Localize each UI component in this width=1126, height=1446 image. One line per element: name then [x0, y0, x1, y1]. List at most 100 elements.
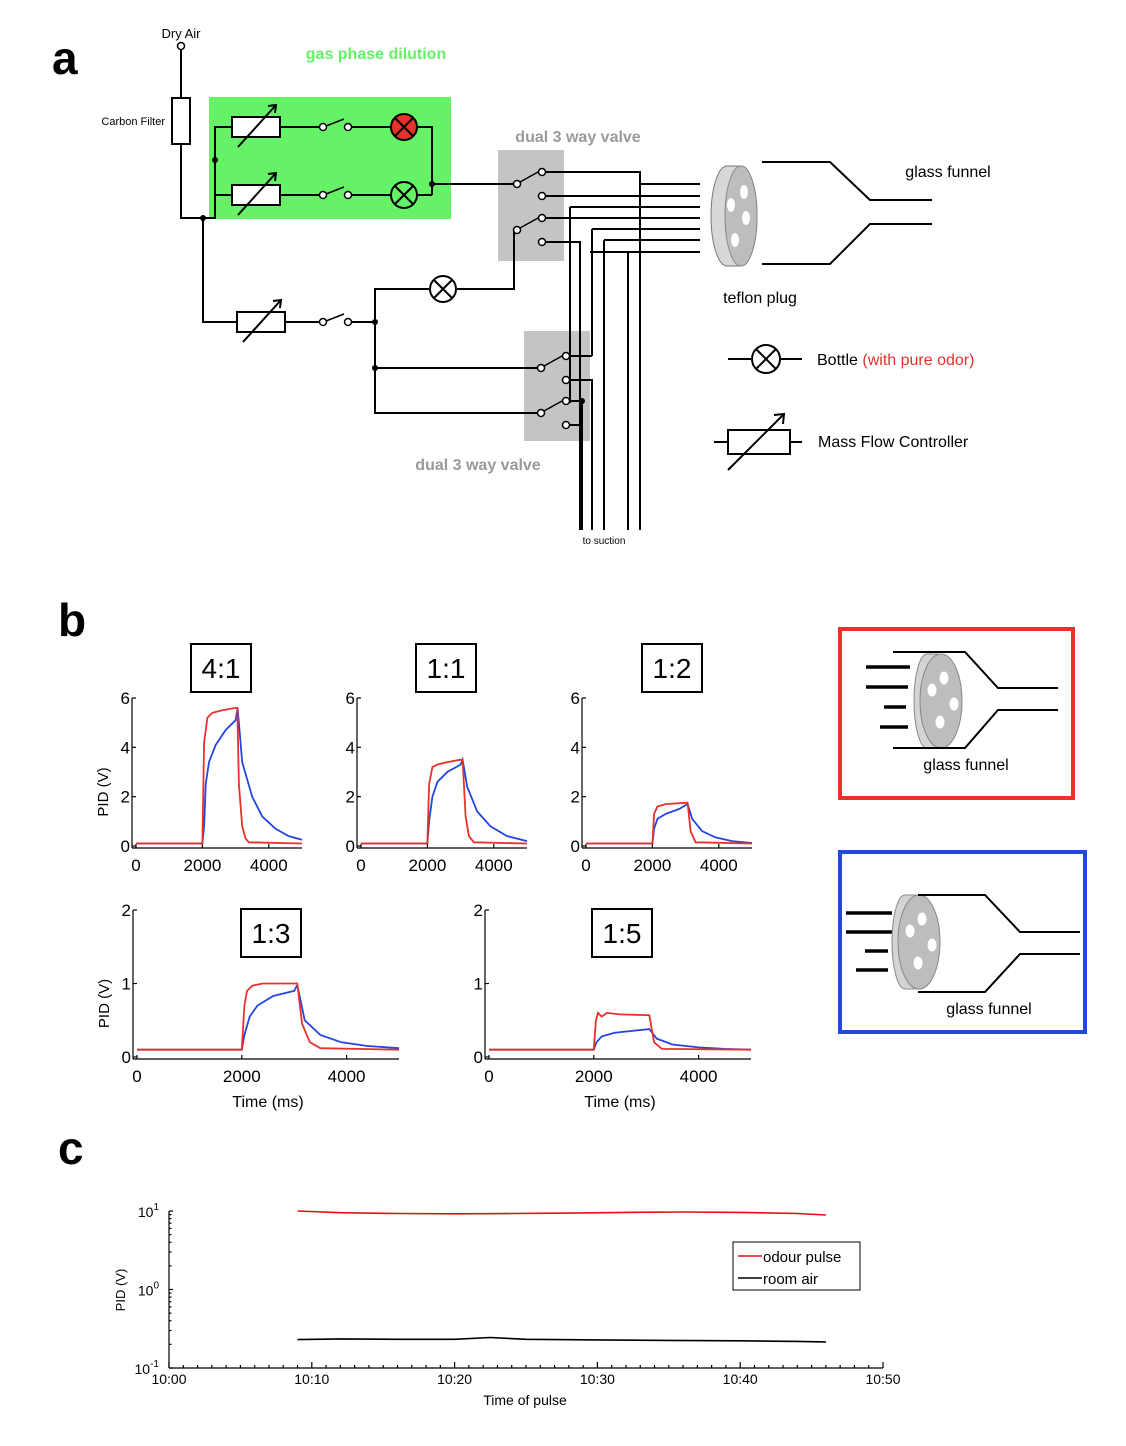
x-tick-label: 10:30	[580, 1371, 615, 1387]
chart-title: 1:3	[252, 918, 291, 949]
y-tick-label: 2	[121, 788, 130, 807]
bottle-icon	[429, 275, 457, 303]
x-tick-label: 10:20	[437, 1371, 472, 1387]
y-tick-label: 0	[571, 837, 580, 856]
chart-title: 1:1	[427, 653, 466, 684]
chart-title-box	[190, 643, 252, 693]
y-tick-label: 0	[346, 837, 355, 856]
carbon-filter-label: Carbon Filter	[101, 116, 165, 128]
bottle-icon	[390, 181, 418, 209]
series-line-red	[137, 982, 400, 1051]
x-tick-label: 2000	[183, 856, 221, 875]
y-tick-label: 101	[138, 1202, 160, 1220]
switch-icon	[318, 118, 353, 132]
gas-dilution-label: gas phase dilution	[306, 46, 446, 63]
y-tick-label: 0	[474, 1048, 483, 1067]
y-tick-label: 2	[122, 901, 131, 920]
legend-bottle-label: Bottle (with pure odor)	[817, 352, 974, 369]
valve-icon	[512, 167, 547, 247]
series-line-blue	[586, 802, 753, 845]
switch-icon	[318, 313, 353, 327]
switch-icon	[318, 186, 353, 200]
valve-box-top	[498, 150, 564, 261]
chart-title-box	[415, 643, 477, 693]
mass-flow-controller-icon	[714, 412, 802, 471]
x-tick-label: 0	[581, 856, 590, 875]
panel-label-a: a	[52, 32, 78, 84]
glass-funnel-label: glass funnel	[905, 164, 990, 181]
y-tick-label: 2	[346, 788, 355, 807]
chart-title: 1:2	[653, 653, 692, 684]
chart-panel-c: 10:00 10:10 10:20 10:30 10:40 10:50 101 100 10-1…	[113, 1202, 901, 1408]
y-tick-label: 4	[121, 738, 130, 757]
chart-2: 1:1 0 2000 4000 0 2 4 6	[346, 643, 528, 875]
x-tick-label: 0	[484, 1067, 493, 1086]
x-tick-label: 4000	[680, 1067, 718, 1086]
series-line-red	[586, 801, 753, 845]
y-tick-label: 0	[121, 837, 130, 856]
chart-title-box	[240, 908, 302, 958]
x-tick-label: 2000	[633, 856, 671, 875]
y-axis-label: PID (V)	[96, 979, 113, 1028]
chart-1: 4:1 0 2000 4000 0 2 4 6 PID (V)	[95, 643, 303, 875]
y-axis-label: PID (V)	[95, 767, 112, 816]
y-tick-label: 1	[474, 975, 483, 994]
mass-flow-controller-icon	[231, 171, 281, 216]
x-tick-label: 0	[132, 1067, 141, 1086]
inset-red-label: glass funnel	[923, 757, 1008, 774]
y-tick-label: 10-1	[135, 1359, 160, 1377]
x-tick-label: 2000	[408, 856, 446, 875]
inset-blue-label: glass funnel	[946, 1001, 1031, 1018]
series-line-blue	[489, 1028, 752, 1051]
x-tick-label: 2000	[575, 1067, 613, 1086]
carbon-filter-icon	[171, 97, 191, 145]
x-axis-label: Time (ms)	[584, 1094, 655, 1111]
y-axis-label: PID (V)	[113, 1269, 128, 1312]
series-line-blue	[137, 982, 400, 1051]
y-tick-label: 6	[121, 689, 130, 708]
dry-air-label: Dry Air	[162, 26, 202, 41]
x-tick-label: 10:40	[723, 1371, 758, 1387]
mass-flow-controller-icon	[236, 298, 286, 343]
chart-legend: odour pulse room air	[732, 1241, 861, 1291]
panel-label-b: b	[58, 594, 86, 646]
legend-entry: room air	[763, 1271, 818, 1288]
inset-blue-box: glass funnel	[838, 850, 1087, 1034]
series-line-red	[136, 707, 303, 845]
series-line-red	[489, 1011, 752, 1051]
valve-icon	[536, 351, 571, 430]
y-tick-label: 1	[122, 975, 131, 994]
x-axis-label: Time (ms)	[232, 1094, 303, 1111]
chart-title-box	[591, 908, 653, 958]
x-axis-label: Time of pulse	[483, 1392, 567, 1408]
x-tick-label: 2000	[223, 1067, 261, 1086]
chart-title: 1:5	[603, 918, 642, 949]
y-tick-label: 0	[122, 1048, 131, 1067]
x-tick-label: 10:00	[151, 1371, 186, 1387]
x-tick-label: 10:50	[865, 1371, 900, 1387]
dry-air-port-icon	[176, 41, 186, 51]
y-tick-label: 6	[571, 689, 580, 708]
y-tick-label: 100	[138, 1281, 160, 1299]
x-tick-label: 0	[131, 856, 140, 875]
series-line-blue	[361, 756, 528, 845]
chart-4: 1:3 0 2000 4000 0 1 2 PID (V) Time (ms)	[96, 901, 400, 1111]
legend-entry: odour pulse	[763, 1249, 841, 1266]
y-tick-label: 4	[346, 738, 355, 757]
series-line-room-air	[297, 1336, 826, 1343]
x-tick-label: 4000	[475, 856, 513, 875]
diagram-a: Dry Air Carbon Filter gas phase dilution…	[101, 26, 990, 547]
x-tick-label: 4000	[700, 856, 738, 875]
teflon-plug-icon	[710, 165, 758, 267]
x-tick-label: 4000	[328, 1067, 366, 1086]
y-tick-label: 2	[474, 901, 483, 920]
bottle-icon	[390, 113, 418, 141]
panel-label-c: c	[58, 1122, 84, 1174]
to-suction-label: to suction	[583, 536, 626, 547]
x-tick-label: 4000	[250, 856, 288, 875]
teflon-plug-label: teflon plug	[723, 290, 797, 307]
series-line-odour-pulse	[297, 1210, 826, 1216]
x-tick-label: 10:10	[294, 1371, 329, 1387]
